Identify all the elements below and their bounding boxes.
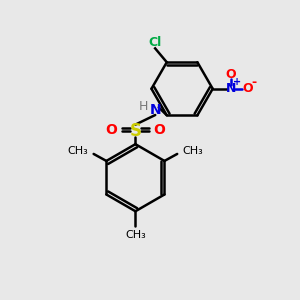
Text: -: - — [252, 76, 257, 89]
Text: O: O — [106, 123, 117, 137]
Text: N: N — [149, 103, 161, 117]
Text: O: O — [226, 68, 236, 81]
Text: O: O — [153, 123, 165, 137]
Text: CH₃: CH₃ — [182, 146, 203, 156]
Text: O: O — [242, 82, 253, 95]
Text: CH₃: CH₃ — [125, 230, 146, 241]
Text: +: + — [233, 77, 241, 87]
Text: N: N — [226, 82, 236, 95]
Text: S: S — [129, 122, 141, 140]
Text: CH₃: CH₃ — [68, 146, 88, 156]
Text: Cl: Cl — [148, 36, 162, 49]
Text: H: H — [138, 100, 148, 113]
